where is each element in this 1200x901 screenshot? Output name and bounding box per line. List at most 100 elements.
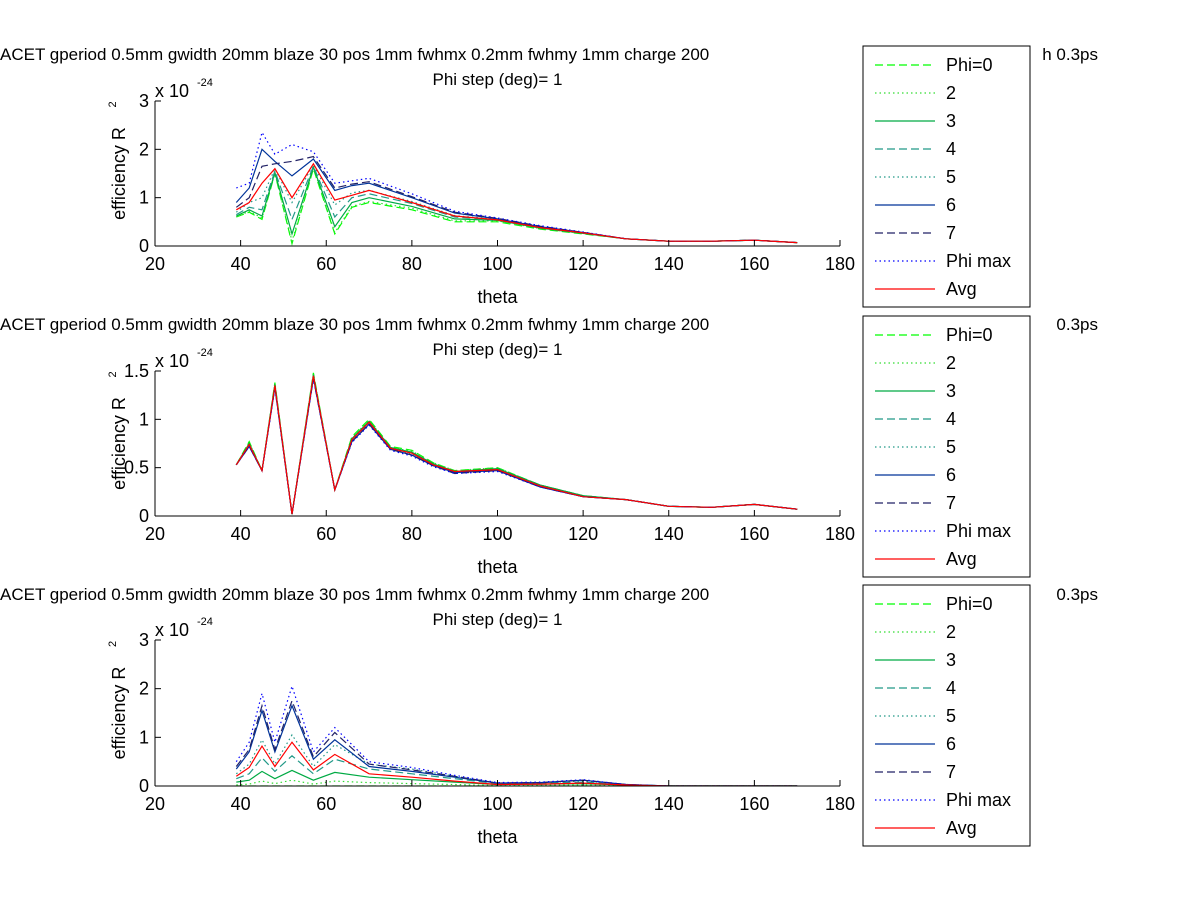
subplot-3: 20 40 60 80 100 120 140 160 180 0 1 2 3 x 10 -24 ACET g… — [0, 584, 1098, 847]
legend: Phi=0 2 3 4 5 6 7 Phi max Avg — [862, 584, 1031, 847]
x-tick-label: 120 — [568, 524, 598, 544]
series-line-8 — [235, 378, 798, 515]
series-line-6 — [235, 148, 798, 244]
y-tick-label: 0 — [139, 236, 149, 256]
series-line-9 — [235, 375, 798, 515]
legend-entry: 5 — [946, 167, 956, 187]
legend-entry: Avg — [946, 279, 977, 299]
chart-title-tail: h 0.3ps — [1042, 45, 1098, 64]
y-multiplier-exponent: -24 — [197, 77, 213, 89]
x-tick-label: 60 — [316, 794, 336, 814]
chart-title-line1: ACET gperiod 0.5mm gwidth 20mm blaze 30 … — [0, 45, 709, 64]
x-tick-label: 80 — [402, 524, 422, 544]
legend-entry: Phi max — [946, 521, 1011, 541]
x-tick-label: 60 — [316, 524, 336, 544]
x-tick-label: 160 — [739, 794, 769, 814]
legend-entry: 2 — [946, 353, 956, 373]
x-tick-label: 20 — [145, 794, 165, 814]
series-line-6 — [235, 377, 798, 515]
legend-entry: 7 — [946, 223, 956, 243]
y-axis-label-group: efficiency R 2 — [107, 371, 129, 489]
series-line-1 — [235, 372, 798, 515]
x-tick-label: 140 — [654, 524, 684, 544]
y-axis-label-sup: 2 — [107, 371, 119, 377]
legend-entry: 7 — [946, 762, 956, 782]
x-tick-label: 100 — [482, 524, 512, 544]
y-multiplier-exponent: -24 — [197, 616, 213, 628]
x-tick-label: 180 — [825, 794, 855, 814]
x-axis-label: theta — [477, 557, 518, 577]
x-tick-label: 100 — [482, 794, 512, 814]
y-multiplier-exponent: -24 — [197, 347, 213, 359]
legend-entry: 2 — [946, 622, 956, 642]
legend-entry: 3 — [946, 381, 956, 401]
x-tick-label: 180 — [825, 524, 855, 544]
legend: Phi=0 2 3 4 5 6 7 Phi max Avg — [862, 45, 1031, 308]
x-tick-label: 40 — [231, 254, 251, 274]
y-axis-label-group: efficiency R 2 — [107, 101, 129, 219]
series-line-7 — [235, 699, 798, 786]
series-line-7 — [235, 378, 798, 515]
y-tick-label: 1.5 — [124, 361, 149, 381]
y-tick-label: 1 — [139, 188, 149, 208]
legend-entry: Avg — [946, 818, 977, 838]
chart-title-line1: ACET gperiod 0.5mm gwidth 20mm blaze 30 … — [0, 315, 709, 334]
x-tick-label: 80 — [402, 254, 422, 274]
x-tick-label: 40 — [231, 524, 251, 544]
y-axis-label-sup: 2 — [107, 101, 119, 107]
legend-entry: Phi max — [946, 790, 1011, 810]
y-multiplier: x 10 — [155, 620, 189, 640]
y-tick-label: 2 — [139, 679, 149, 699]
legend-entry: 4 — [946, 678, 956, 698]
legend-entry: Phi max — [946, 251, 1011, 271]
legend-entry: 4 — [946, 409, 956, 429]
legend-entry: 3 — [946, 650, 956, 670]
chart-subtitle: Phi step (deg)= 1 — [433, 610, 563, 629]
x-tick-label: 160 — [739, 254, 769, 274]
legend-box — [862, 584, 1031, 847]
x-tick-label: 180 — [825, 254, 855, 274]
y-tick-label: 0.5 — [124, 458, 149, 478]
legend-entry: 6 — [946, 195, 956, 215]
legend-entry: Phi=0 — [946, 594, 993, 614]
legend-entry: 6 — [946, 734, 956, 754]
series-line-5 — [235, 376, 798, 515]
legend-box — [862, 45, 1031, 308]
y-axis-label-sup: 2 — [107, 641, 119, 647]
legend-entry: 2 — [946, 83, 956, 103]
legend-entry: Phi=0 — [946, 55, 993, 75]
y-multiplier: x 10 — [155, 81, 189, 101]
chart-title-tail: 0.3ps — [1056, 585, 1098, 604]
series-line-2 — [235, 373, 798, 515]
y-axis-label: efficiency R — [109, 127, 129, 220]
x-tick-label: 100 — [482, 254, 512, 274]
y-tick-label: 0 — [139, 776, 149, 796]
x-tick-label: 40 — [231, 794, 251, 814]
series-line-9 — [236, 162, 798, 244]
y-tick-label: 1 — [139, 727, 149, 747]
series-line-4 — [236, 755, 798, 786]
y-tick-label: 1 — [139, 409, 149, 429]
legend-entry: Phi=0 — [946, 325, 993, 345]
y-axis-label-group: efficiency R 2 — [107, 641, 129, 759]
legend-entry: 5 — [946, 437, 956, 457]
x-tick-label: 20 — [145, 254, 165, 274]
y-multiplier: x 10 — [155, 351, 189, 371]
chart-title-line1: ACET gperiod 0.5mm gwidth 20mm blaze 30 … — [0, 585, 709, 604]
y-tick-label: 3 — [139, 91, 149, 111]
legend-entry: 3 — [946, 111, 956, 131]
legend: Phi=0 2 3 4 5 6 7 Phi max Avg — [862, 315, 1031, 578]
y-axis-label: efficiency R — [109, 397, 129, 490]
x-tick-label: 140 — [654, 254, 684, 274]
series-line-8 — [235, 684, 798, 786]
subplot-1: 20 40 60 80 100 120 140 160 180 0 1 2 3 x 10 -24 ACET g… — [0, 45, 1098, 308]
series-line-4 — [235, 375, 798, 515]
y-tick-label: 2 — [139, 139, 149, 159]
legend-entry: 4 — [946, 139, 956, 159]
series-group — [235, 130, 798, 246]
subplot-2: 20 40 60 80 100 120 140 160 180 0 0.5 1 1.5 x 10 -24 AC… — [0, 315, 1098, 578]
y-tick-label: 0 — [139, 506, 149, 526]
x-axis-label: theta — [477, 287, 518, 307]
chart-subtitle: Phi step (deg)= 1 — [433, 340, 563, 359]
